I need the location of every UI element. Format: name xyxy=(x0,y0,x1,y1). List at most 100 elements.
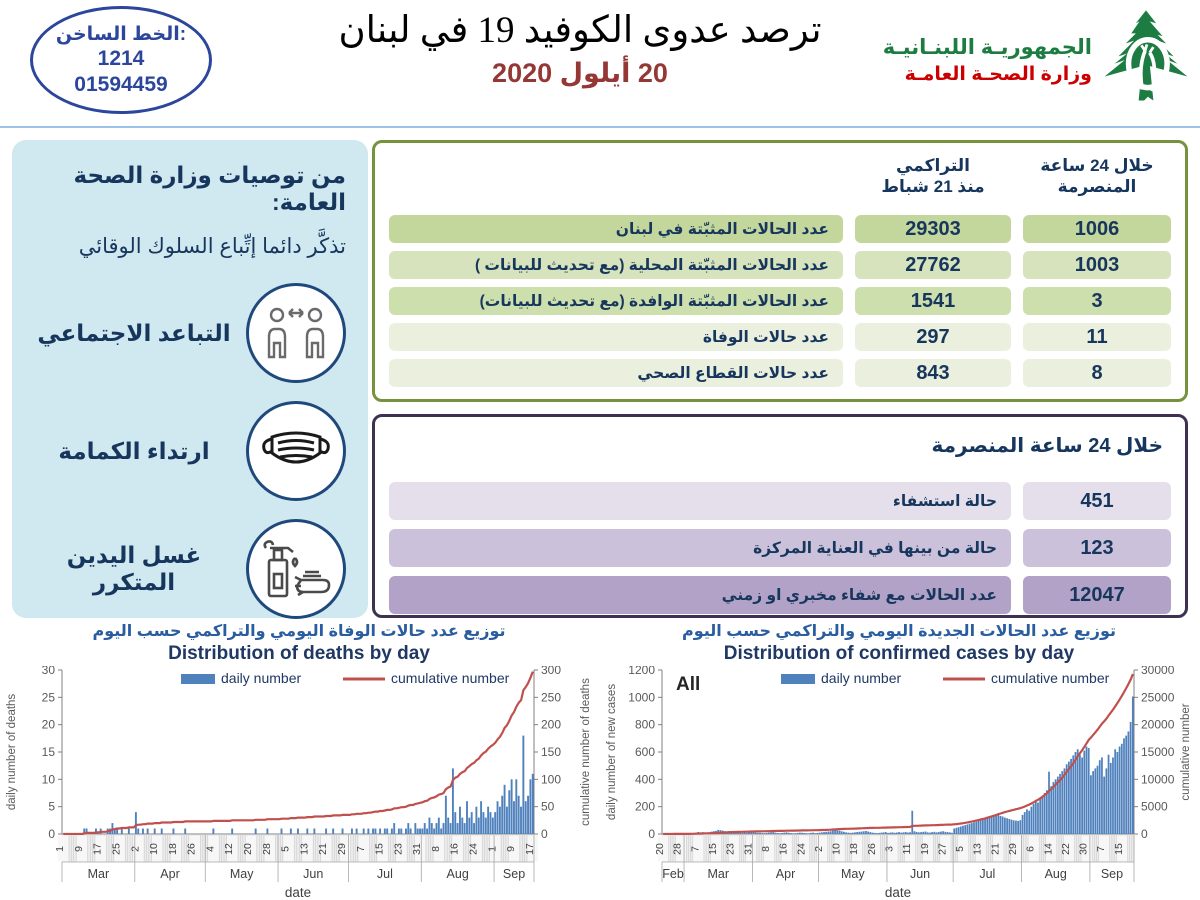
svg-text:20: 20 xyxy=(42,718,56,732)
svg-text:10: 10 xyxy=(42,772,56,786)
page-title: ترصد عدوى الكوفيد 19 في لبنان xyxy=(338,10,822,51)
purple-table-header: خلال 24 ساعة المنصرمة xyxy=(931,435,1163,457)
svg-text:29: 29 xyxy=(336,843,348,855)
svg-text:Sep: Sep xyxy=(503,867,525,881)
svg-text:15: 15 xyxy=(1113,843,1125,855)
svg-text:27: 27 xyxy=(936,843,948,855)
ministry-name: الجمهوريـة اللبنـانيـة وزارة الصحـة العا… xyxy=(883,35,1092,86)
header-divider xyxy=(0,126,1200,128)
svg-text:17: 17 xyxy=(524,843,536,855)
svg-text:7: 7 xyxy=(355,846,367,852)
svg-text:cumulative number: cumulative number xyxy=(391,670,510,686)
svg-text:28: 28 xyxy=(261,843,273,855)
recommendation-hand-washing: غسل اليدين المتكرر xyxy=(34,519,346,619)
svg-text:20: 20 xyxy=(654,843,666,855)
svg-text:23: 23 xyxy=(725,843,737,855)
svg-text:25: 25 xyxy=(42,690,56,704)
value-cell: 451 xyxy=(1023,482,1171,520)
svg-text:600: 600 xyxy=(635,745,655,759)
svg-text:Mar: Mar xyxy=(707,867,729,881)
value-cumulative: 27762 xyxy=(855,251,1011,279)
value-cell: 123 xyxy=(1023,529,1171,567)
svg-text:26: 26 xyxy=(186,843,198,855)
svg-text:May: May xyxy=(230,867,254,881)
ministry-name-line1: الجمهوريـة اللبنـانيـة xyxy=(882,35,1092,59)
svg-text:11: 11 xyxy=(901,843,913,854)
recommendations-panel: من توصيات وزارة الصحة العامة: تذكَّر دائ… xyxy=(12,140,368,619)
svg-text:30: 30 xyxy=(42,666,56,677)
deaths-chart-title-ar: توزيع عدد حالات الوفاة اليومي والتراكمي … xyxy=(92,623,506,640)
hotline-label: الخط الساخن: xyxy=(55,24,187,46)
svg-text:13: 13 xyxy=(972,843,984,855)
cases-chart-panel: توزيع عدد الحالات الجديدة اليومي والتراك… xyxy=(602,622,1196,900)
recommendation-mask: ارتداء الكمامة xyxy=(34,401,346,501)
row-label: عدد الحالات المثبّتة في لبنان xyxy=(389,215,843,243)
svg-text:4: 4 xyxy=(205,846,217,852)
svg-text:18: 18 xyxy=(167,843,179,855)
svg-text:31: 31 xyxy=(411,843,423,855)
social-distancing-icon xyxy=(246,283,346,383)
value-last24: 3 xyxy=(1023,287,1171,315)
value-last24: 1006 xyxy=(1023,215,1171,243)
svg-text:Mar: Mar xyxy=(88,867,110,881)
report-date: 20 أيلول 2020 xyxy=(492,58,668,88)
svg-text:cumulative number: cumulative number xyxy=(1180,703,1192,800)
svg-text:250: 250 xyxy=(541,690,561,704)
svg-text:0: 0 xyxy=(1141,827,1148,841)
svg-text:9: 9 xyxy=(73,846,85,852)
cases-chart: 0 200 400 600 800 1000 1200 0 5000 10000 15000 2000… xyxy=(606,666,1192,900)
svg-text:daily number: daily number xyxy=(821,670,901,686)
svg-text:12: 12 xyxy=(223,843,235,855)
value-cumulative: 29303 xyxy=(855,215,1011,243)
svg-text:Jun: Jun xyxy=(303,867,323,881)
value-cumulative: 843 xyxy=(855,359,1011,387)
ministry-logo: الجمهوريـة اللبنـانيـة وزارة الصحـة العا… xyxy=(883,8,1192,112)
svg-text:date: date xyxy=(885,885,911,900)
svg-text:31: 31 xyxy=(742,843,754,855)
header: الخط الساخن: 1214 01594459 ترصد عدوى الك… xyxy=(0,0,1200,128)
recommendation-label: ارتداء الكمامة xyxy=(58,437,210,464)
svg-text:24: 24 xyxy=(468,843,480,855)
svg-text:9: 9 xyxy=(505,846,517,852)
svg-text:29: 29 xyxy=(1007,843,1019,855)
cedar-hands-icon xyxy=(1104,10,1188,101)
svg-text:150: 150 xyxy=(541,745,561,759)
svg-text:1: 1 xyxy=(54,846,66,852)
deaths-chart-panel: توزيع عدد حالات الوفاة اليومي والتراكمي … xyxy=(2,622,596,900)
svg-text:Apr: Apr xyxy=(160,867,179,881)
svg-text:Aug: Aug xyxy=(447,867,469,881)
svg-text:16: 16 xyxy=(449,843,461,855)
svg-text:May: May xyxy=(841,867,865,881)
cases-chart-title-ar: توزيع عدد الحالات الجديدة اليومي والتراك… xyxy=(682,623,1116,640)
row-label: عدد حالات القطاع الصحي xyxy=(389,359,843,387)
row-label: عدد الحالات مع شفاء مخبري او زمني xyxy=(389,576,1011,614)
svg-text:14: 14 xyxy=(1042,843,1054,855)
svg-text:21: 21 xyxy=(989,843,1001,855)
svg-text:7: 7 xyxy=(1095,846,1107,852)
svg-text:5000: 5000 xyxy=(1141,800,1168,814)
svg-text:25000: 25000 xyxy=(1141,690,1175,704)
svg-text:Sep: Sep xyxy=(1101,867,1123,881)
row-label: عدد الحالات المثبّتة الوافدة (مع تحديث ل… xyxy=(389,287,843,315)
confirmed-cases-table: خلال 24 ساعة المنصرمة التراكمي منذ 21 شب… xyxy=(372,140,1188,402)
row-label: حالة من بينها في العناية المركزة xyxy=(389,529,1011,567)
svg-text:daily number of deaths: daily number of deaths xyxy=(6,694,18,811)
recommendation-social-distancing: التباعد الاجتماعي xyxy=(34,283,346,383)
cases-chart-title-en: Distribution of confirmed cases by day xyxy=(723,643,1075,664)
svg-text:8: 8 xyxy=(430,846,442,852)
svg-text:10: 10 xyxy=(831,843,843,855)
ministry-name-line2: وزارة الصحـة العامـة xyxy=(904,63,1092,85)
svg-text:26: 26 xyxy=(866,843,878,855)
svg-text:0: 0 xyxy=(541,827,548,841)
value-cell: 12047 xyxy=(1023,576,1171,614)
hand-washing-icon xyxy=(246,519,346,619)
value-last24: 1003 xyxy=(1023,251,1171,279)
svg-text:400: 400 xyxy=(635,772,655,786)
svg-text:300: 300 xyxy=(541,666,561,677)
hotline-short-number: 1214 xyxy=(97,47,145,71)
svg-text:5: 5 xyxy=(48,800,55,814)
svg-text:10000: 10000 xyxy=(1141,772,1175,786)
svg-text:2: 2 xyxy=(129,846,141,852)
svg-text:All: All xyxy=(676,674,700,695)
